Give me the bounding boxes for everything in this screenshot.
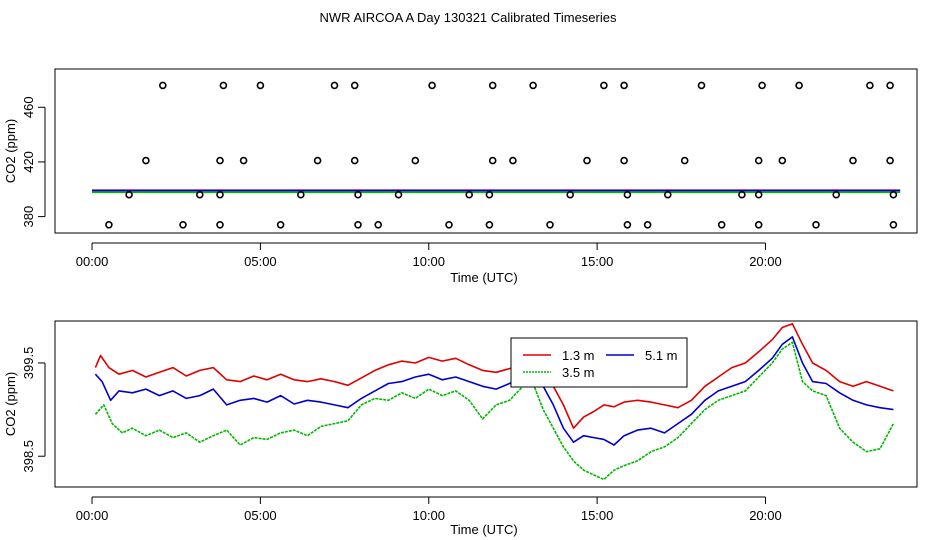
scatter-marker [276,221,285,229]
scatter-marker [832,190,841,199]
bottom-x-tick-label: 10:00 [412,508,445,523]
scatter-marker [529,81,537,90]
scatter-marker [350,156,359,165]
scatter-marker [350,81,359,90]
scatter-marker [216,156,224,165]
scatter-marker [623,221,632,229]
scatter-marker [620,156,628,165]
scatter-marker [313,156,322,165]
scatter-marker [330,81,339,90]
scatter-marker [663,190,672,199]
top-x-tick-label: 20:00 [749,254,782,269]
bottom-x-axis-label: Time (UTC) [450,522,517,537]
scatter-marker [623,190,632,199]
legend-label-5-1m: 5.1 m [645,348,678,363]
scatter-marker [778,156,787,165]
top-panel: 00:00 05:00 10:00 15:00 20:00 380 420 460 Time… [3,68,918,285]
scatter-marker [889,190,898,199]
legend: 1.3 m 5.1 m 3.5 m [510,337,688,388]
bottom-y-axis-label: CO2 (ppm) [3,372,18,436]
bottom-series-line-3-5-m [94,341,895,481]
chart-title: NWR AIRCOA A Day 130321 Calibrated Times… [320,10,617,25]
legend-box [510,337,688,388]
scatter-marker [697,81,706,90]
scatter-marker [142,156,150,165]
scatter-marker [600,81,608,90]
scatter-marker [256,81,265,90]
bottom-y-tick-label: 398.5 [21,440,36,473]
bottom-x-tick-label: 15:00 [581,508,614,523]
top-y-axis-label: CO2 (ppm) [3,119,18,183]
scatter-marker [159,81,167,90]
scatter-marker [566,190,575,199]
top-x-tick-label: 00:00 [76,254,109,269]
scatter-marker [125,190,133,199]
scatter-marker [886,156,894,165]
scatter-marker [546,221,554,229]
bottom-panel: 00:00 05:00 10:00 15:00 20:00 398.5 399.5 Tim… [3,320,918,537]
scatter-marker [216,221,224,229]
bottom-series-line-1-3-m [94,322,894,430]
bottom-x-tick-label: 20:00 [749,508,782,523]
scatter-marker [758,81,766,90]
scatter-marker [754,221,763,229]
scatter-marker [196,190,204,199]
scatter-marker [643,221,652,229]
scatter-marker [620,81,628,90]
scatter-marker [374,221,383,229]
scatter-marker [754,156,763,165]
scatter-marker [354,190,362,199]
bottom-plot-frame [54,320,918,488]
scatter-marker [219,81,228,90]
scatter-marker [445,221,453,229]
scatter-marker [738,190,746,199]
bottom-series-line-5-1-m [94,336,894,446]
top-y-tick-label: 380 [21,206,36,228]
scatter-marker [216,190,224,199]
scatter-marker [680,156,689,165]
scatter-marker [488,156,497,165]
scatter-marker [812,221,820,229]
scatter-marker [886,81,894,90]
bottom-x-tick-label: 05:00 [244,508,277,523]
scatter-marker [394,190,403,199]
top-x-tick-label: 10:00 [412,254,445,269]
bottom-y-tick-label: 399.5 [21,347,36,380]
scatter-marker [465,190,474,199]
scatter-marker [485,221,494,229]
scatter-marker [849,156,857,165]
scatter-marker [485,190,494,199]
scatter-marker [428,81,436,90]
scatter-marker [105,221,113,229]
scatter-marker [754,190,763,199]
top-x-tick-label: 15:00 [581,254,614,269]
scatter-marker [795,81,803,90]
scatter-marker [354,221,362,229]
legend-label-1-3m: 1.3 m [562,348,595,363]
scatter-marker [488,81,497,90]
top-x-axis-label: Time (UTC) [450,270,517,285]
legend-label-3-5m: 3.5 m [562,365,595,380]
scatter-marker [509,156,517,165]
top-y-tick-label: 460 [21,96,36,118]
scatter-marker [179,221,187,229]
scatter-marker [239,156,248,165]
scatter-marker [411,156,420,165]
top-y-tick-label: 420 [21,151,36,173]
bottom-x-tick-label: 00:00 [76,508,109,523]
top-x-tick-label: 05:00 [244,254,277,269]
top-plot-frame [54,68,918,234]
scatter-marker [889,221,898,229]
scatter-marker [717,221,726,229]
scatter-marker [296,190,305,199]
scatter-marker [583,156,591,165]
scatter-marker [866,81,874,90]
